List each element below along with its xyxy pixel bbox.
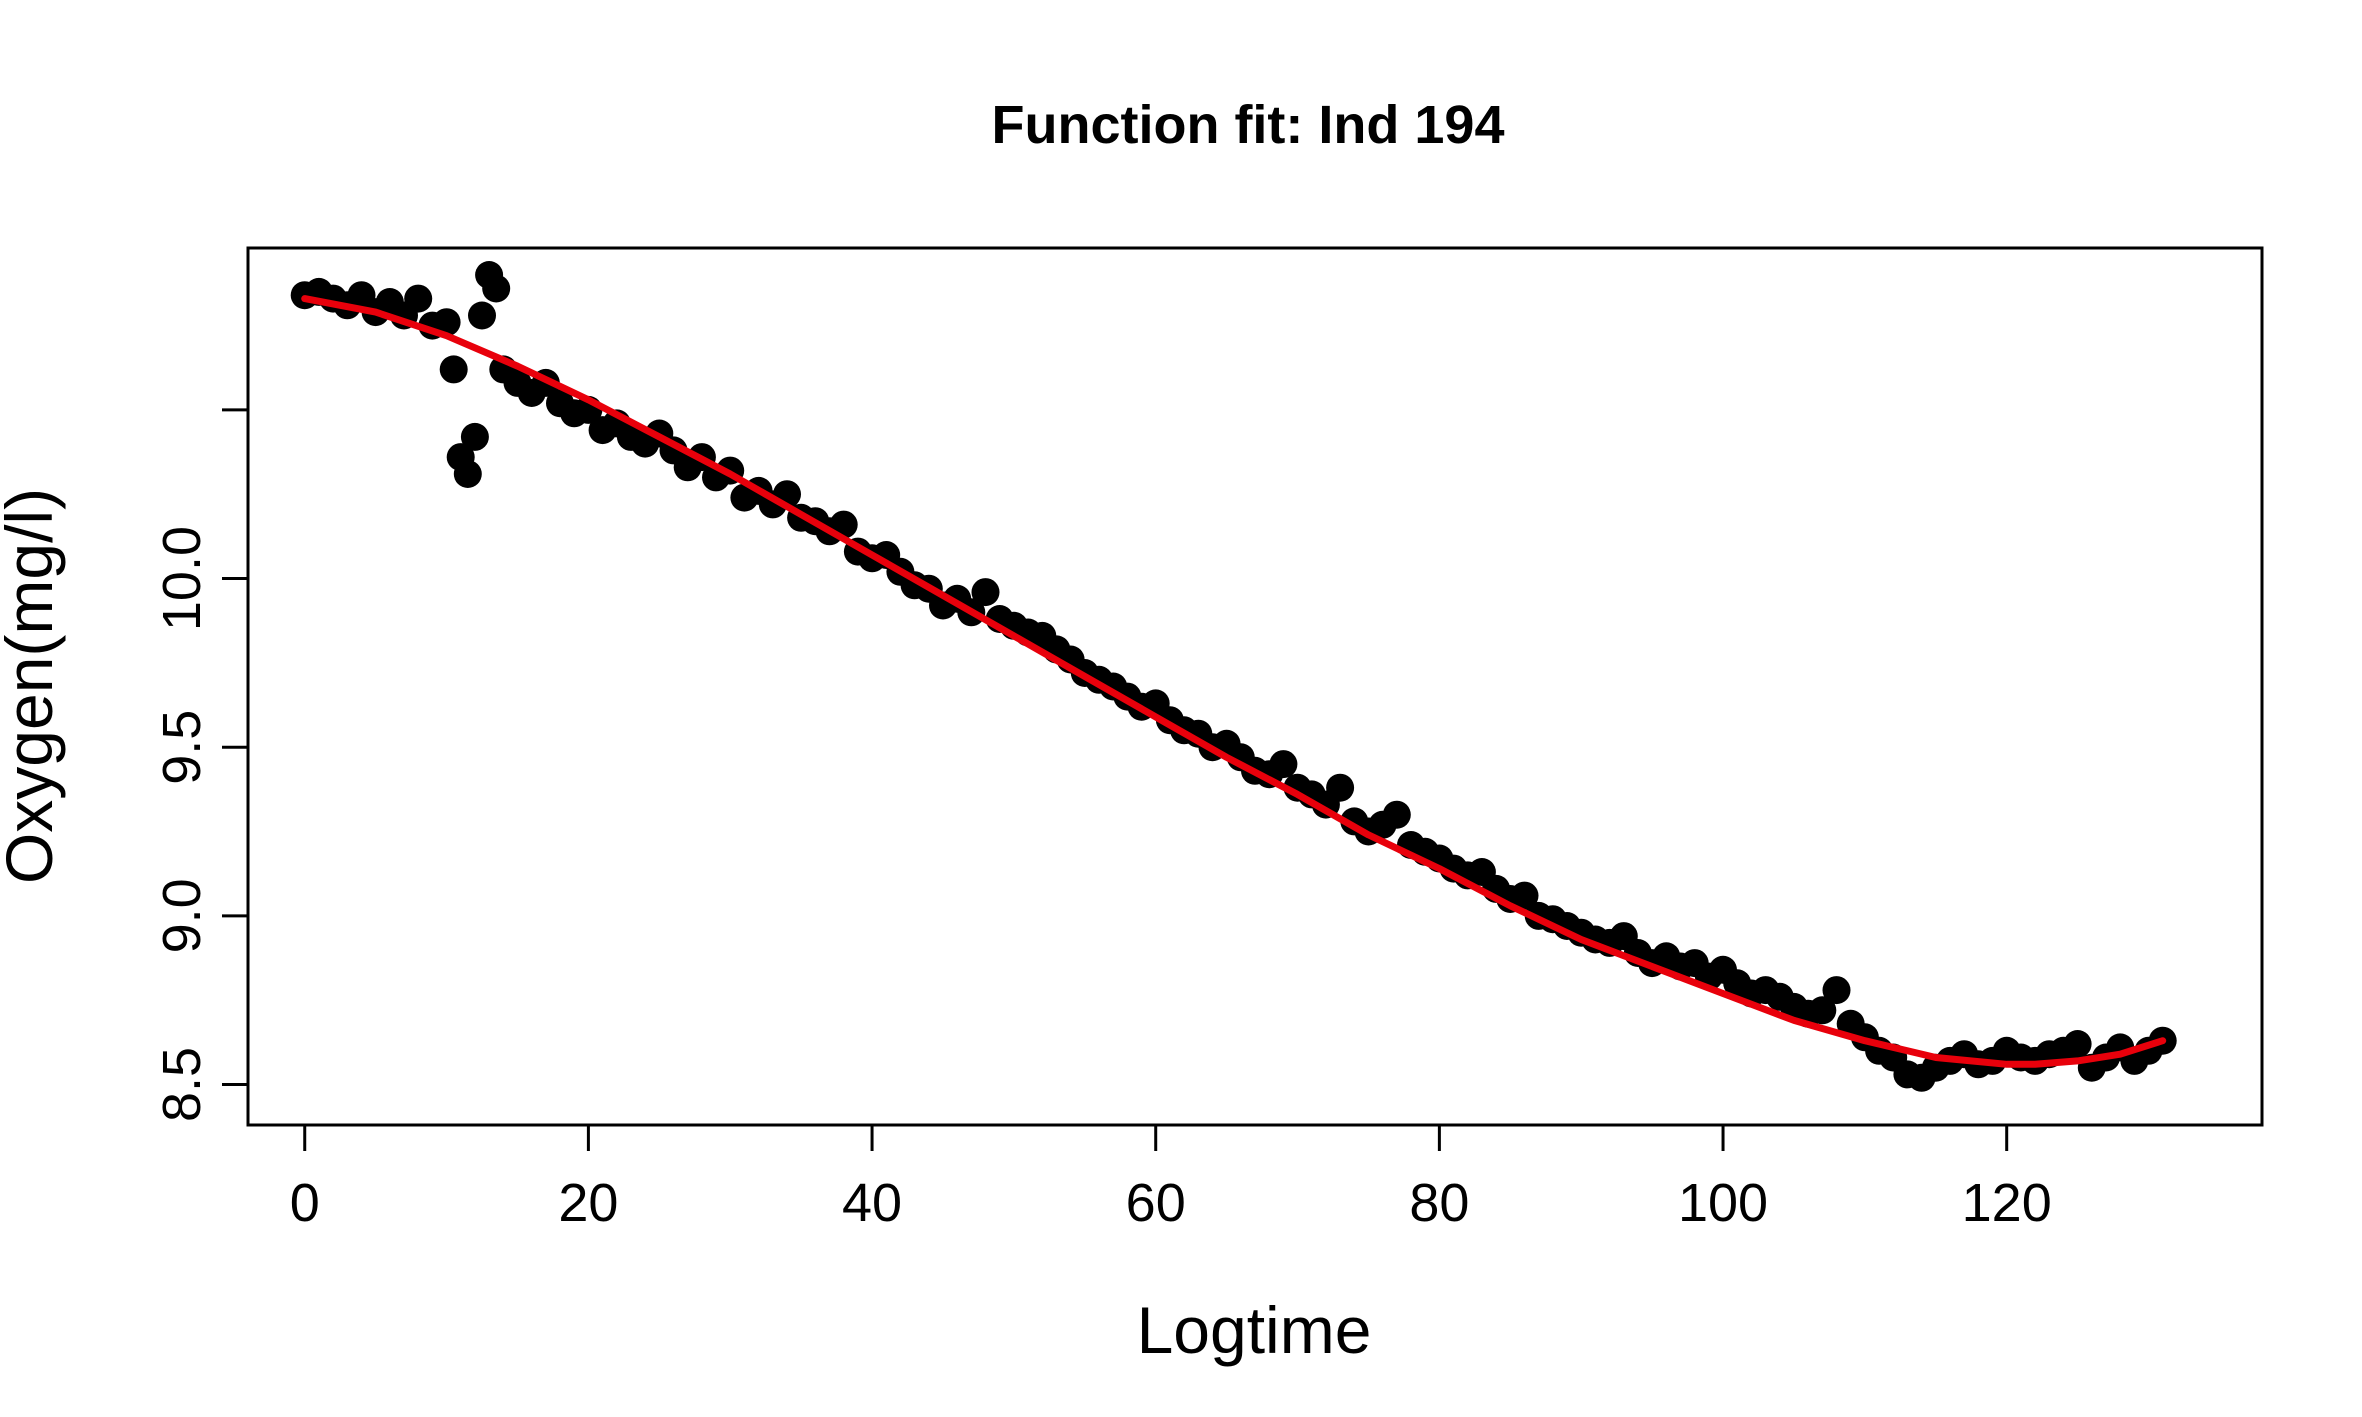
y-tick-label: 9.5 [152, 710, 212, 785]
data-point [1326, 773, 1355, 802]
x-tick-label: 60 [1126, 1173, 1186, 1233]
data-point [453, 460, 482, 488]
y-axis: 8.5 9.0 9.5 10.0 [152, 408, 250, 1122]
data-points [290, 261, 2177, 1092]
y-tick-label: 9.0 [152, 878, 212, 953]
x-axis: 0 20 40 60 80 100 120 [290, 1123, 2052, 1233]
x-tick-label: 100 [1678, 1173, 1768, 1233]
data-point [1269, 750, 1298, 779]
data-point [2063, 1030, 2092, 1058]
chart-title: Function fit: Ind 194 [992, 95, 1505, 155]
data-point [404, 284, 433, 313]
y-tick-label: 10.0 [152, 526, 212, 631]
data-point [1382, 800, 1411, 829]
data-point [432, 308, 461, 337]
data-point [1808, 996, 1837, 1025]
data-point [439, 355, 468, 384]
data-point [1822, 976, 1851, 1005]
x-tick-label: 120 [1962, 1173, 2052, 1233]
x-tick-label: 20 [558, 1173, 618, 1233]
y-tick-label: 8.5 [152, 1047, 212, 1122]
y-axis-label: Oxygen(mg/l) [0, 488, 66, 884]
x-tick-label: 0 [290, 1173, 320, 1233]
x-tick-label: 80 [1409, 1173, 1469, 1233]
data-point [482, 274, 511, 303]
data-point [460, 422, 489, 451]
x-tick-label: 40 [842, 1173, 902, 1233]
data-point [468, 301, 496, 330]
x-axis-label: Logtime [1137, 1293, 1372, 1367]
fit-curve [301, 295, 2167, 1068]
data-point [971, 578, 1000, 607]
data-point [1510, 881, 1539, 910]
